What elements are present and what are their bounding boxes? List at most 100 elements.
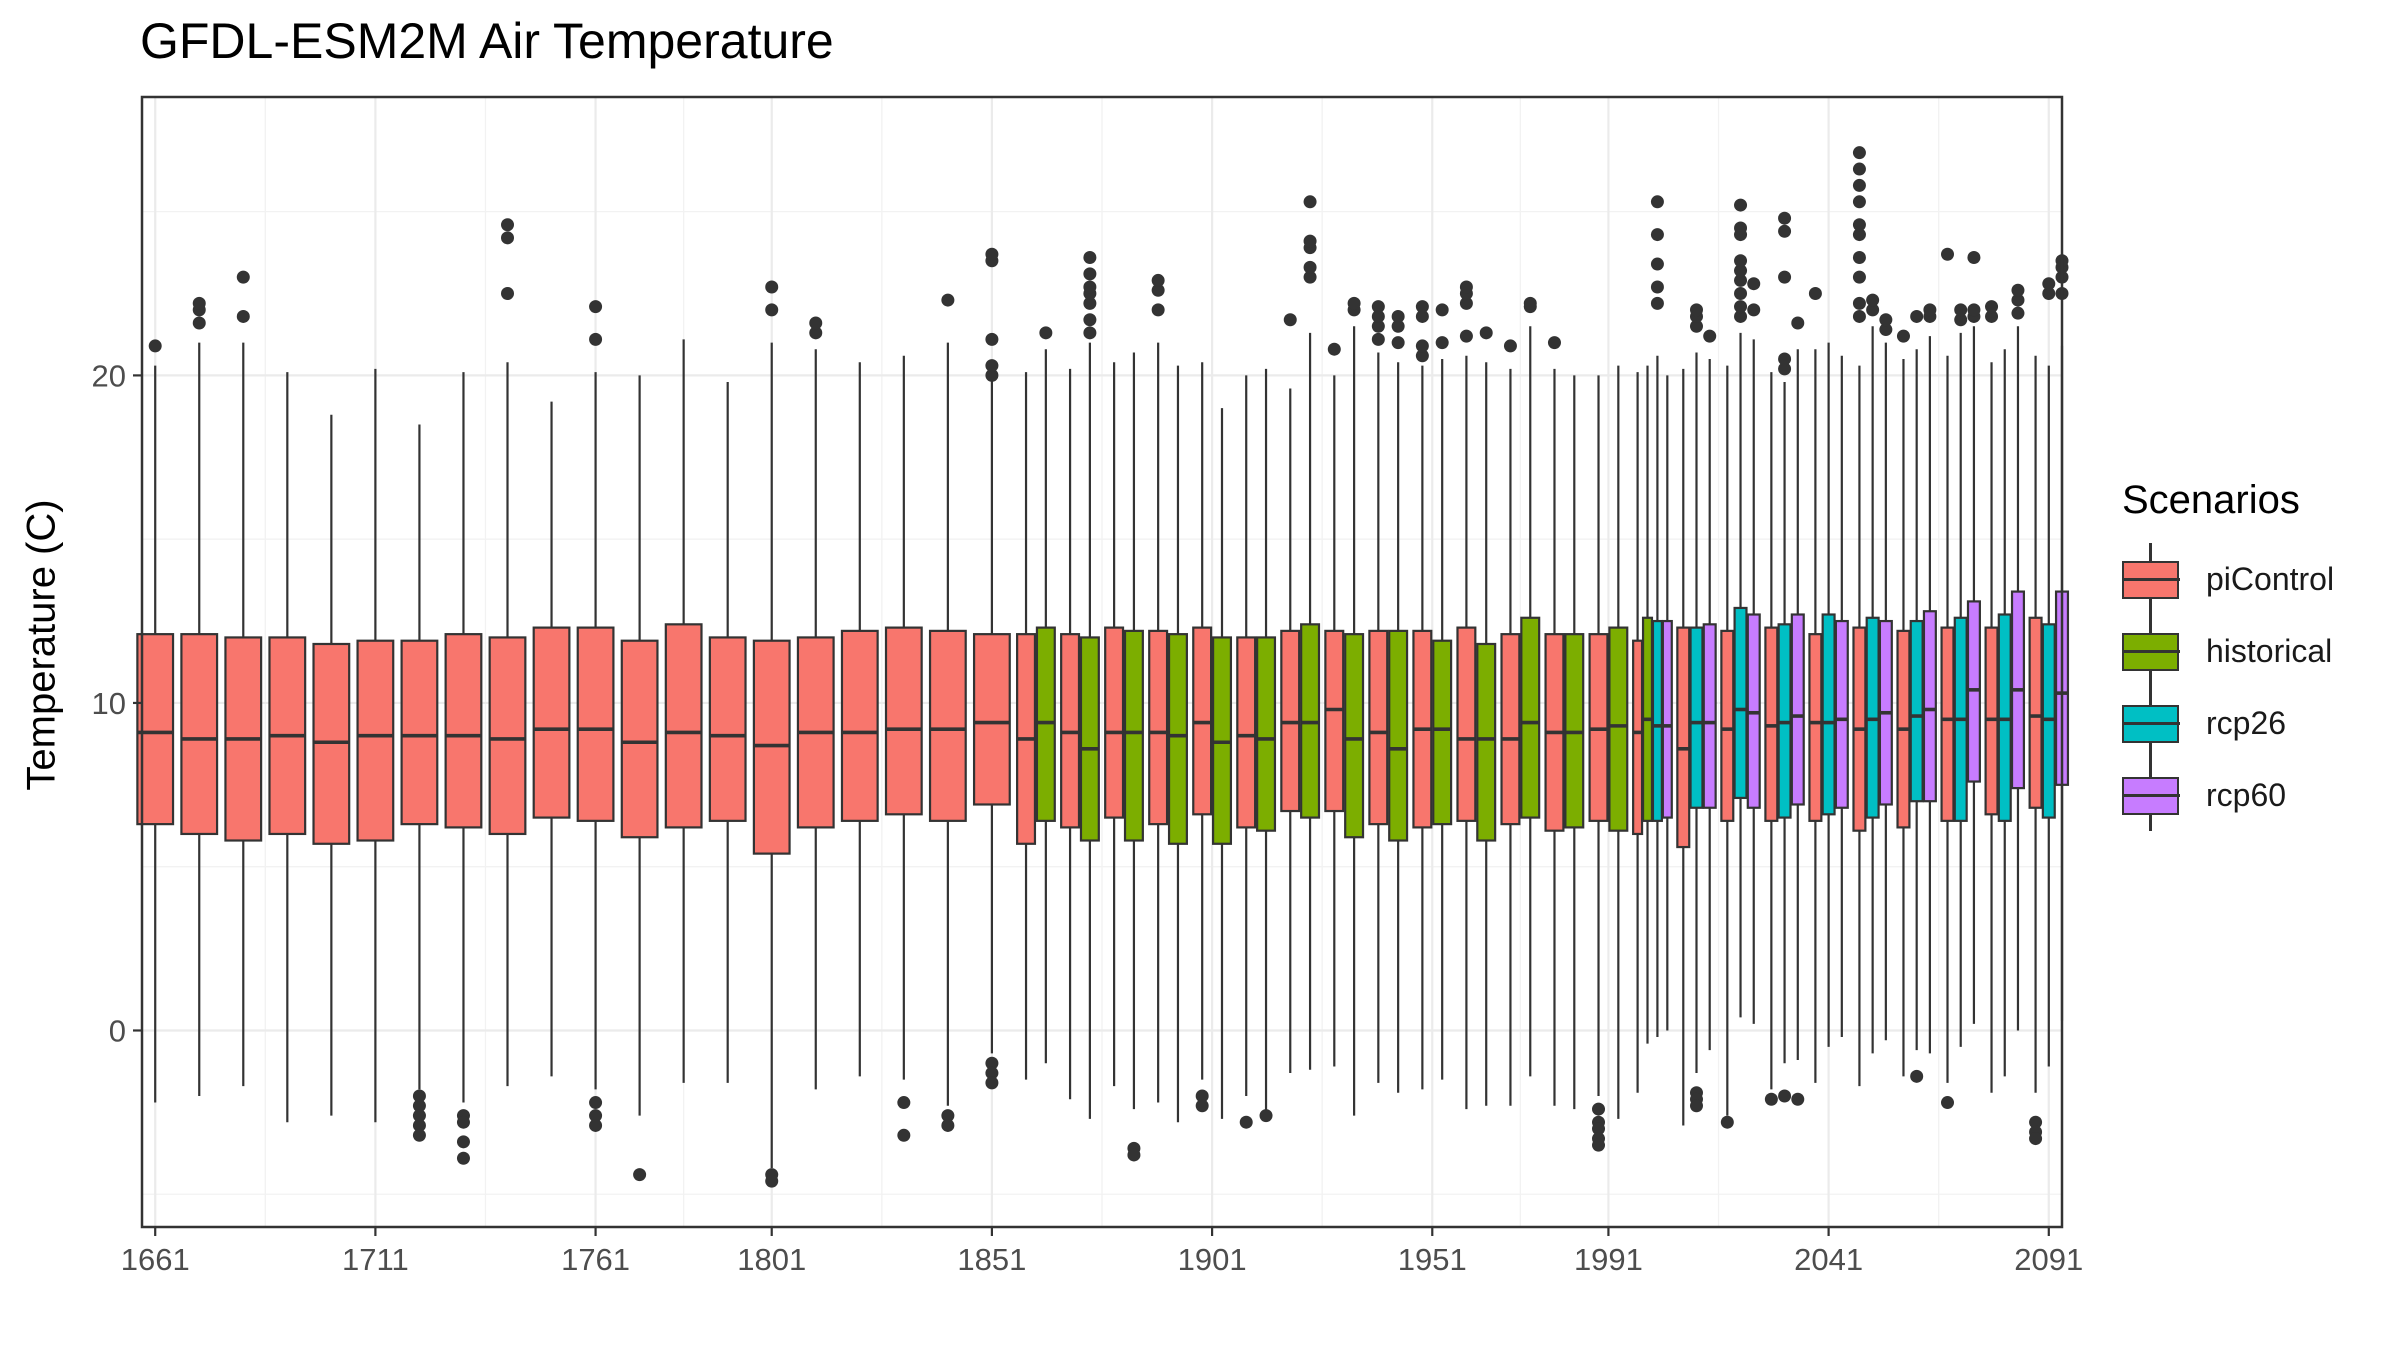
box-iqr [1661, 619, 1673, 819]
outlier-point [1879, 323, 1893, 337]
picontrol-box [1808, 287, 1823, 1083]
outlier-point [1371, 332, 1385, 346]
outlier-point [1303, 270, 1317, 284]
outlier-point [1151, 303, 1165, 317]
outlier-point [1327, 342, 1341, 356]
outlier-point [501, 287, 515, 301]
outlier-point [1764, 1092, 1778, 1106]
historical-box [1256, 368, 1277, 1123]
picontrol-box [1016, 372, 1037, 1080]
outlier-point [1852, 270, 1866, 284]
outlier-point [985, 368, 999, 382]
outlier-point [1852, 250, 1866, 264]
box-iqr [1123, 629, 1144, 842]
outlier-point [2011, 283, 2025, 297]
outlier-point [1503, 339, 1517, 353]
outlier-point [1083, 313, 1097, 327]
legend-key-rcp26 [2122, 687, 2180, 759]
legend: Scenarios piControl historical rcp26 rcp60 [2122, 478, 2334, 831]
picontrol-box [1280, 313, 1301, 1074]
outlier-point [941, 1118, 955, 1132]
outlier-point [897, 1096, 911, 1110]
rcp60-box [1661, 375, 1673, 1031]
outlier-point [1734, 273, 1748, 287]
picontrol-box [1192, 362, 1213, 1113]
outlier-point [148, 339, 162, 353]
outlier-point [1303, 195, 1317, 209]
outlier-point [1195, 1089, 1209, 1103]
outlier-point [1852, 178, 1866, 192]
outlier-point [985, 1056, 999, 1070]
outlier-point [1778, 270, 1792, 284]
picontrol-box [356, 368, 395, 1123]
outlier-point [1734, 221, 1748, 235]
outlier-point [1941, 1096, 1955, 1110]
outlier-point [1791, 1092, 1805, 1106]
outlier-point [1239, 1115, 1253, 1129]
outlier-point [1371, 319, 1385, 333]
outlier-point [1195, 1099, 1209, 1113]
outlier-point [1734, 198, 1748, 212]
outlier-point [412, 1118, 426, 1132]
box-iqr [1651, 619, 1663, 822]
outlier-point [1650, 228, 1664, 242]
box-iqr [708, 636, 747, 822]
box-iqr [1922, 610, 1937, 803]
outlier-point [765, 280, 779, 294]
outlier-point [236, 270, 250, 284]
outlier-point [589, 332, 603, 346]
outlier-point [1923, 303, 1937, 317]
box-iqr [1733, 606, 1748, 800]
outlier-point [1650, 257, 1664, 271]
box-iqr [444, 633, 483, 829]
outlier-point [236, 309, 250, 323]
outlier-point [1083, 267, 1097, 281]
outlier-point [1910, 1069, 1924, 1083]
picontrol-box [532, 401, 571, 1077]
picontrol-box [708, 381, 747, 1083]
box-iqr [884, 626, 923, 816]
outlier-point [1791, 316, 1805, 330]
picontrol-box [1412, 300, 1433, 1090]
outlier-point [1459, 296, 1473, 310]
outlier-point [589, 300, 603, 314]
historical-box [1520, 296, 1541, 1077]
picontrol-box [1060, 368, 1081, 1100]
outlier-point [1852, 146, 1866, 160]
picontrol-box [576, 300, 615, 1132]
picontrol-box [2028, 355, 2043, 1146]
box-iqr [1676, 626, 1691, 849]
historical-box [1123, 352, 1144, 1162]
outlier-point [192, 296, 206, 310]
historical-box [1079, 250, 1100, 1119]
outlier-point [809, 326, 823, 340]
boxplot-series [136, 146, 2070, 1188]
outlier-point [985, 332, 999, 346]
outlier-point [1866, 293, 1880, 307]
outlier-point [985, 247, 999, 261]
picontrol-box [180, 296, 219, 1096]
picontrol-box [1104, 362, 1125, 1087]
outlier-point [1985, 300, 1999, 314]
box-iqr [928, 629, 967, 822]
outlier-point [2042, 287, 2056, 301]
picontrol-box [224, 270, 263, 1087]
outlier-point [589, 1118, 603, 1132]
outlier-point [589, 1109, 603, 1123]
outlier-point [1083, 326, 1097, 340]
box-iqr [1909, 619, 1924, 803]
outlier-point [1459, 329, 1473, 343]
outlier-point [1650, 195, 1664, 209]
picontrol-box [488, 218, 527, 1087]
rcp60-box [1702, 329, 1717, 1051]
legend-key-historical [2122, 615, 2180, 687]
picontrol-box [268, 372, 307, 1123]
historical-box [1035, 326, 1056, 1064]
outlier-point [1039, 326, 1053, 340]
outlier-point [501, 218, 515, 232]
outlier-point [1283, 313, 1297, 327]
outlier-point [1303, 260, 1317, 274]
outlier-point [1720, 1115, 1734, 1129]
outlier-point [1852, 296, 1866, 310]
